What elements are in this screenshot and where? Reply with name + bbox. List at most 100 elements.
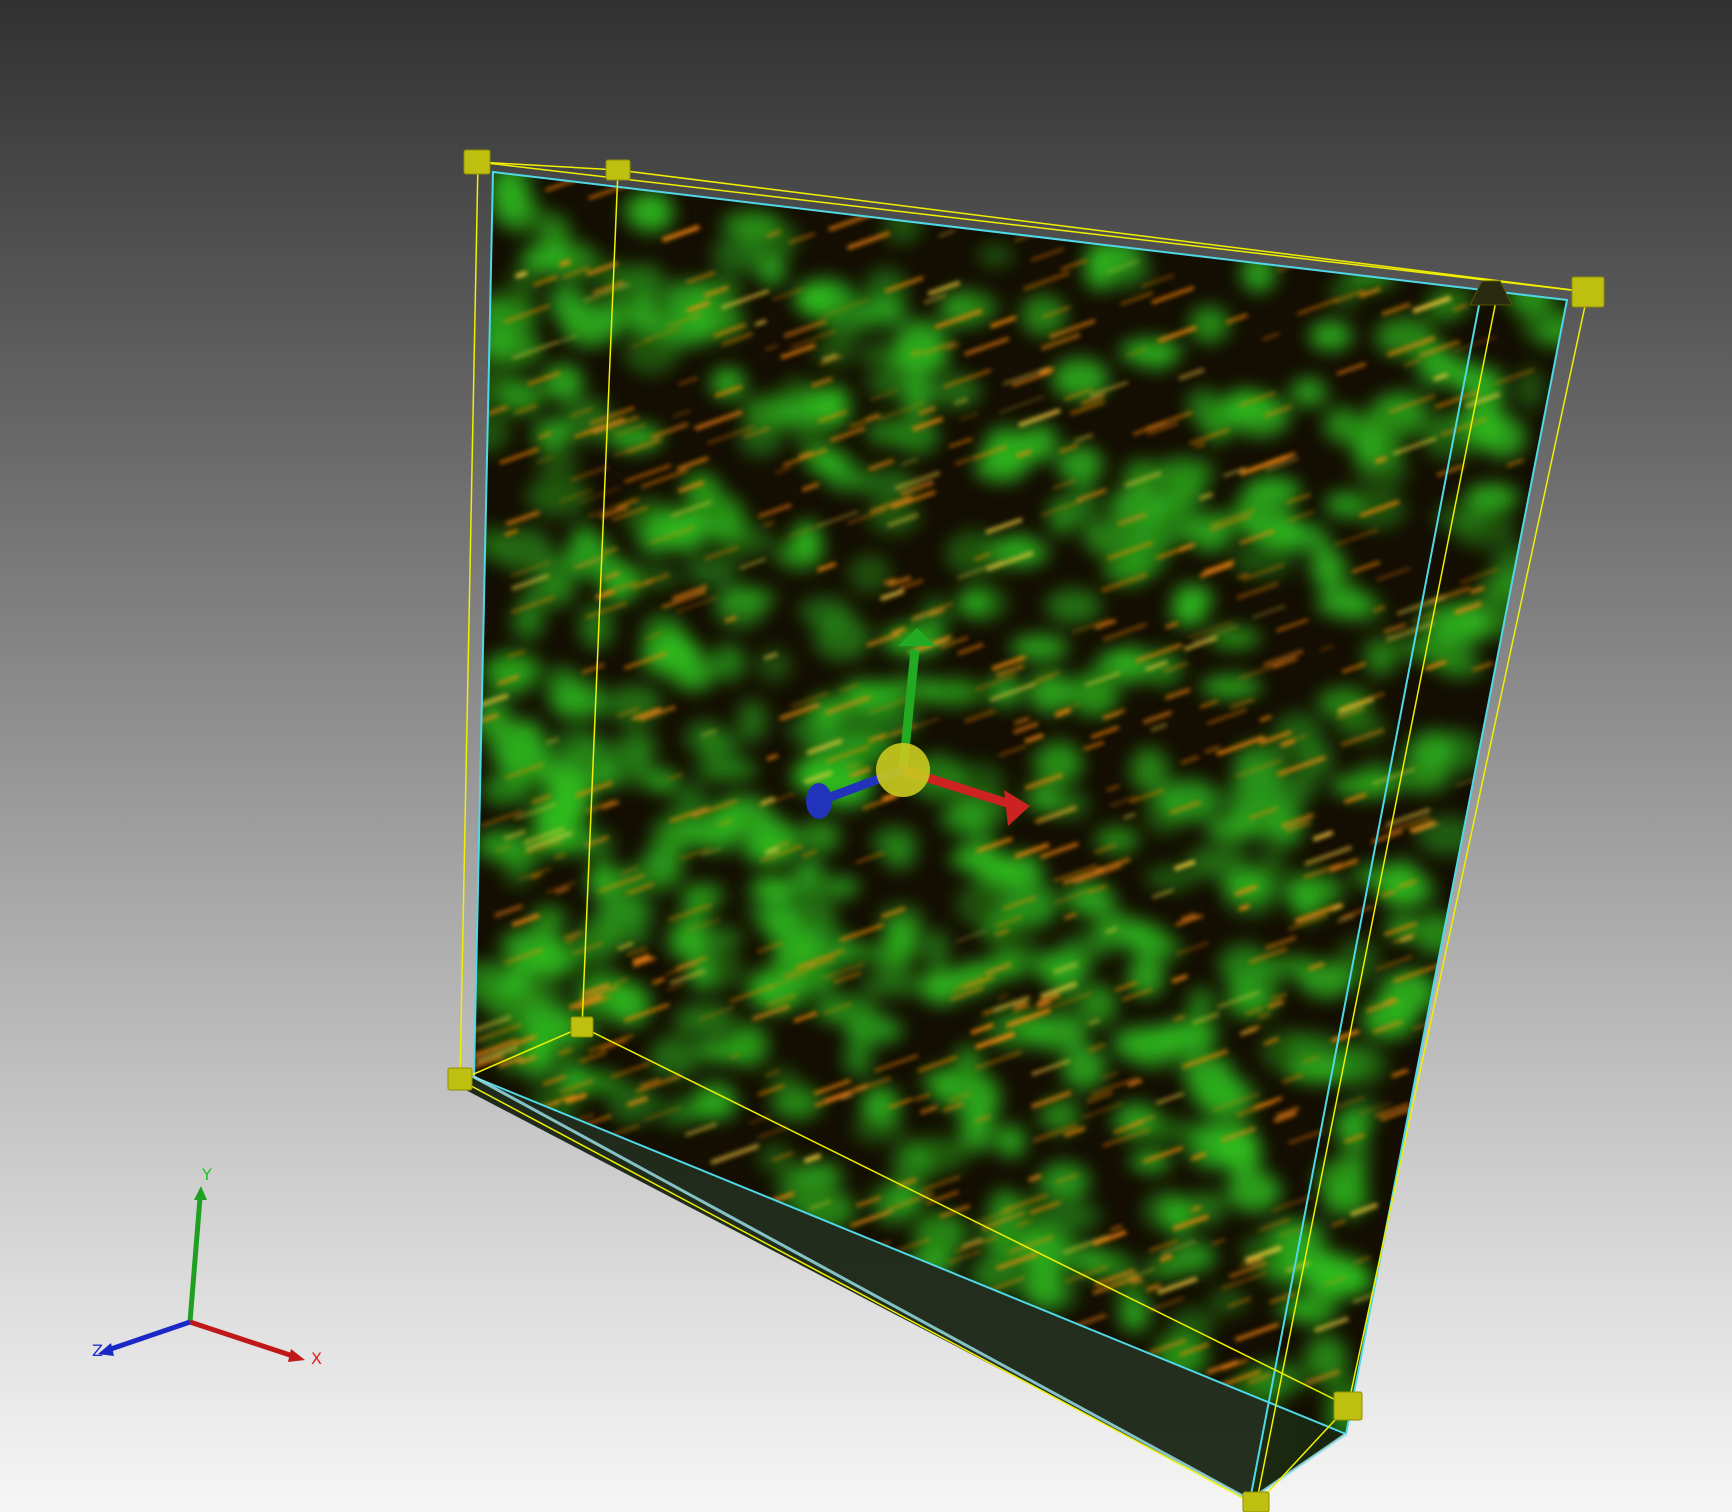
signal-streak — [1262, 649, 1304, 668]
nucleus-blob — [511, 601, 545, 641]
signal-streak — [880, 588, 905, 601]
signal-streak — [1028, 1173, 1042, 1183]
bounding-box-handles[interactable] — [447, 149, 1605, 1512]
signal-streak — [572, 941, 604, 956]
signal-streak — [989, 315, 1017, 329]
signal-streak — [869, 495, 913, 514]
signal-streak — [919, 1105, 938, 1115]
corner-handle[interactable] — [570, 1016, 594, 1038]
corner-handle[interactable] — [1242, 1491, 1270, 1512]
signal-streak — [1039, 366, 1055, 375]
signal-streak — [513, 802, 557, 821]
signal-streak — [955, 975, 984, 988]
corner-handle[interactable] — [1571, 276, 1605, 308]
nucleus-blob — [507, 267, 538, 306]
signal-streak — [1058, 444, 1079, 454]
gizmo-z-handle[interactable] — [806, 783, 832, 819]
signal-streak — [774, 466, 792, 475]
nucleus-blob — [525, 475, 589, 517]
signal-streak — [961, 1237, 983, 1247]
signal-streak — [1105, 926, 1118, 934]
signal-streak — [1248, 807, 1278, 820]
signal-streak — [995, 929, 1010, 936]
signal-streak — [1212, 1092, 1260, 1112]
nucleus-blob — [1309, 544, 1344, 589]
signal-streak — [765, 1069, 781, 1077]
nucleus-blob — [685, 554, 739, 588]
signal-streak — [817, 410, 848, 423]
signal-streak — [1271, 993, 1287, 1001]
signal-streak — [948, 1249, 982, 1264]
signal-streak — [1172, 1214, 1210, 1231]
signal-streak — [1102, 709, 1126, 720]
signal-streak — [537, 431, 553, 439]
signal-streak — [1220, 1126, 1257, 1143]
signal-streak — [1398, 879, 1418, 889]
signal-streak — [1234, 884, 1258, 896]
corner-handle[interactable] — [605, 159, 631, 181]
signal-streak — [866, 631, 901, 648]
signal-streak — [1257, 1011, 1271, 1020]
signal-streak — [666, 313, 702, 328]
nucleus-blob — [659, 1099, 697, 1128]
signal-streak — [694, 409, 743, 431]
nucleus-blob — [1432, 602, 1491, 644]
signal-streak — [1471, 661, 1494, 672]
nucleus-blob — [1330, 774, 1394, 798]
signal-streak — [772, 288, 804, 301]
signal-streak — [1258, 1218, 1290, 1232]
clip-plane-handle[interactable] — [1469, 280, 1513, 306]
signal-streak — [957, 559, 1005, 580]
signal-streak — [1175, 914, 1204, 927]
nucleus-blob — [977, 244, 1014, 267]
nucleus-blob — [480, 774, 529, 806]
nucleus-blob — [1464, 483, 1519, 512]
nucleus-blob — [756, 254, 787, 287]
signal-streak — [1053, 888, 1092, 905]
signal-streak — [1261, 332, 1280, 341]
signal-streak — [499, 447, 540, 465]
signal-streak — [1308, 962, 1325, 971]
signal-streak — [603, 570, 621, 581]
corner-handle[interactable] — [1333, 1391, 1363, 1421]
signal-streak — [586, 261, 619, 277]
signal-streak — [1209, 514, 1252, 532]
nucleus-blob — [474, 960, 496, 1006]
signal-streak — [526, 371, 561, 386]
signal-streak — [766, 993, 798, 1007]
signal-streak — [525, 830, 573, 851]
signal-streak — [613, 451, 626, 457]
signal-streak — [756, 941, 783, 954]
signal-streak — [1014, 842, 1050, 859]
signal-streak — [929, 607, 946, 617]
orientation-x-label: X — [311, 1349, 322, 1368]
orientation-z-axis — [107, 1319, 191, 1353]
signal-streak — [514, 403, 538, 415]
signal-streak — [1383, 622, 1407, 635]
transform-gizmo[interactable] — [806, 628, 1030, 826]
signal-streak — [1393, 932, 1417, 944]
gizmo-x-arrowhead[interactable] — [1004, 790, 1030, 826]
signal-streak — [1023, 270, 1071, 291]
signal-streak — [760, 796, 776, 806]
signal-streak — [614, 423, 647, 437]
signal-streak — [1072, 618, 1111, 634]
signal-streak — [1039, 841, 1079, 860]
signal-streak — [829, 426, 866, 443]
nucleus-blob — [1172, 583, 1214, 615]
signal-streak — [840, 1093, 854, 1101]
gizmo-y-arrowhead[interactable] — [898, 628, 936, 646]
gizmo-center[interactable] — [876, 743, 930, 797]
corner-handle[interactable] — [463, 149, 491, 175]
signal-streak — [1183, 635, 1218, 652]
signal-streak — [1372, 767, 1416, 785]
signal-streak — [1149, 1239, 1178, 1252]
signal-streak — [992, 995, 1031, 1013]
signal-streak — [846, 231, 891, 251]
signal-streak — [743, 426, 771, 439]
signal-streak — [984, 962, 1012, 976]
corner-handle[interactable] — [447, 1067, 473, 1091]
signal-streak — [1344, 792, 1367, 804]
